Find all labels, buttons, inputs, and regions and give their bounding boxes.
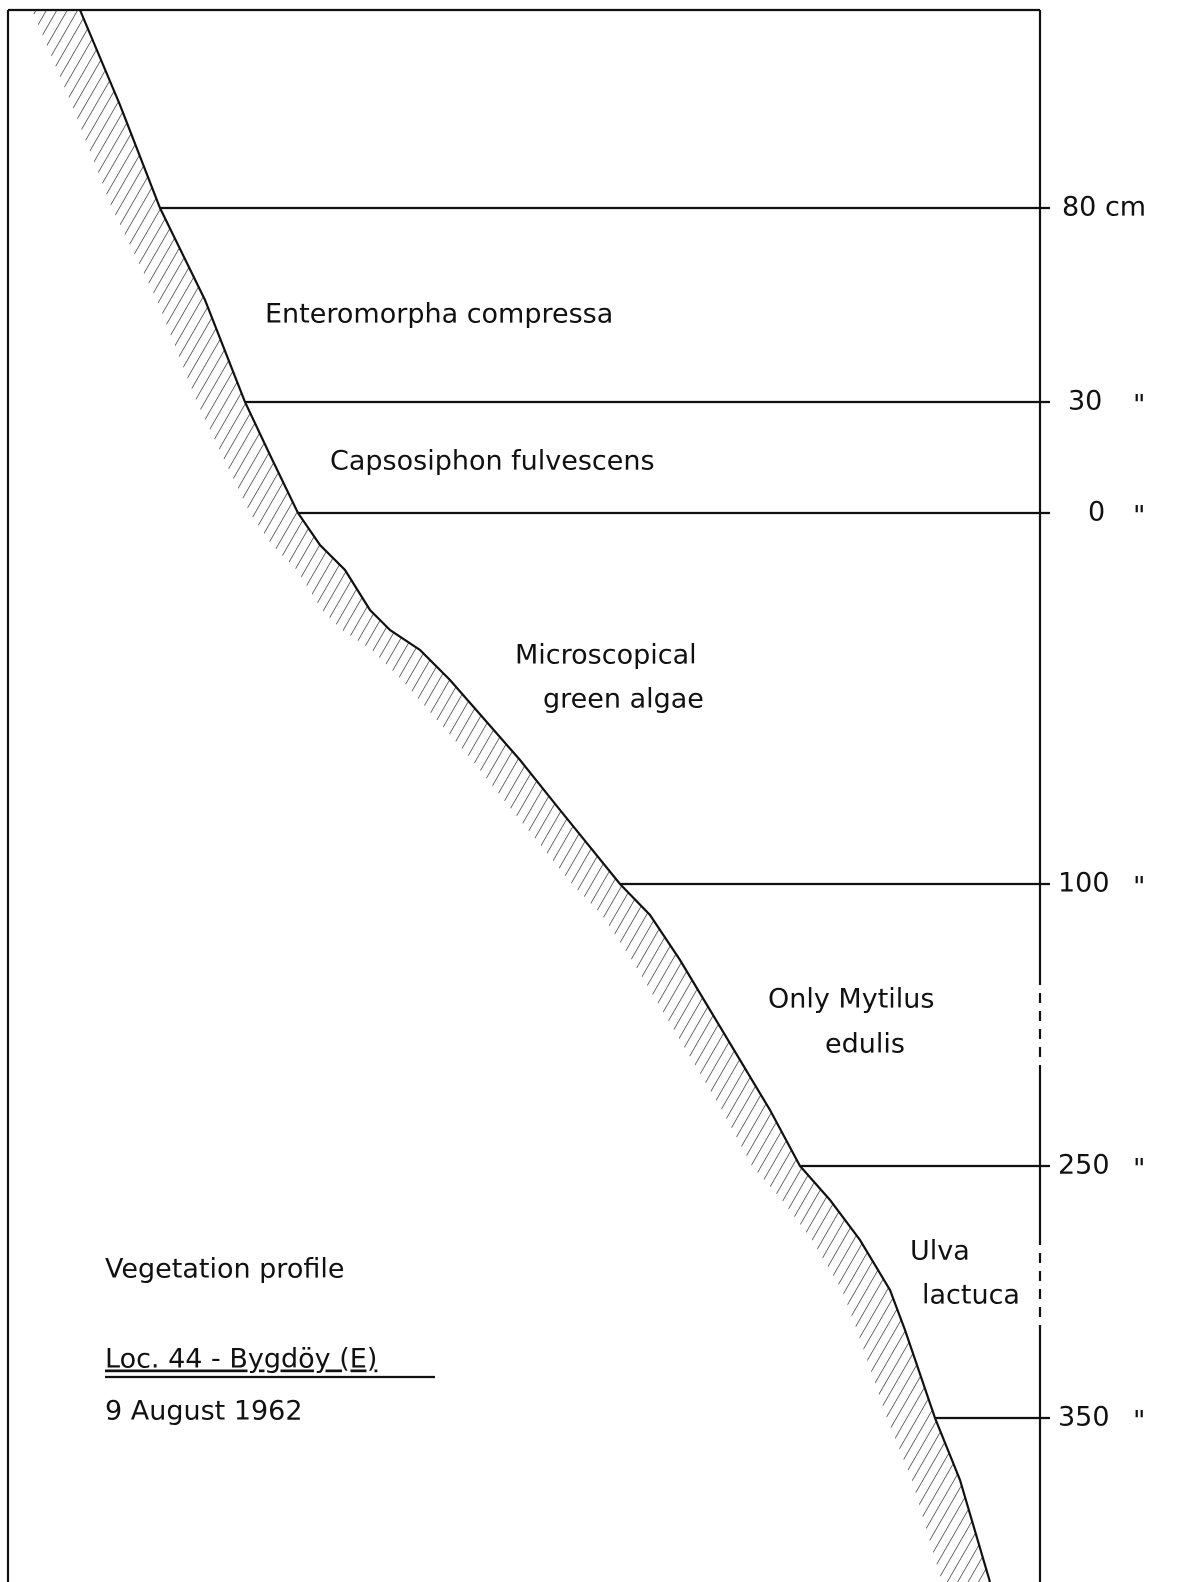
zone-label: Only Mytilus bbox=[768, 984, 934, 1015]
level-ditto: " bbox=[1133, 390, 1145, 421]
levels: 80 cm 30 " 0 " 100 " 250 " 350 " bbox=[160, 192, 1146, 1437]
level-label: 250 bbox=[1058, 1150, 1110, 1181]
level-label: 100 bbox=[1058, 868, 1110, 899]
level-label: 0 bbox=[1088, 497, 1105, 528]
level-ditto: " bbox=[1133, 872, 1145, 903]
shore-line bbox=[78, 9, 992, 1582]
zone-label: Capsosiphon fulvescens bbox=[330, 446, 655, 477]
zone-label: Ulva bbox=[910, 1236, 970, 1267]
rock-hatching bbox=[32, 10, 990, 1582]
level-label: 350 bbox=[1058, 1402, 1110, 1433]
zone-label: edulis bbox=[825, 1029, 905, 1060]
caption-date: 9 August 1962 bbox=[105, 1396, 303, 1427]
shore bbox=[32, 9, 992, 1582]
level-label: 30 bbox=[1068, 386, 1102, 417]
caption-location: Loc. 44 - Bygdöy (E) bbox=[105, 1344, 377, 1375]
level-label: 80 cm bbox=[1062, 192, 1146, 223]
level-ditto: " bbox=[1133, 1154, 1145, 1185]
zone-label: Microscopical bbox=[515, 640, 697, 671]
zone-label: lactuca bbox=[922, 1280, 1020, 1311]
level-ditto: " bbox=[1133, 1406, 1145, 1437]
zone-label: Enteromorpha compressa bbox=[265, 299, 613, 330]
zone-label: green algae bbox=[543, 684, 704, 715]
caption-title: Vegetation profile bbox=[105, 1254, 344, 1285]
level-ditto: " bbox=[1133, 501, 1145, 532]
zones: Enteromorpha compressa Capsosiphon fulves… bbox=[265, 299, 1020, 1311]
